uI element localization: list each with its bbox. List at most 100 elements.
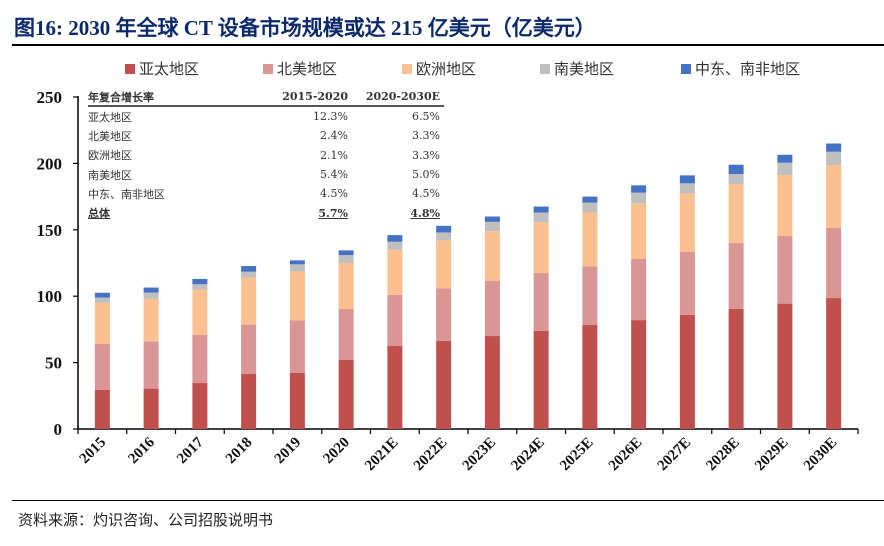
figure-title: 图16: 2030 年全球 CT 设备市场规模或达 215 亿美元（亿美元） (14, 16, 596, 40)
y-tick-label: 250 (37, 88, 63, 107)
cagr-value-2020-2030: 3.3% (412, 129, 440, 143)
legend-swatch (263, 63, 273, 74)
bar-segment (94, 297, 110, 303)
bar-segment (582, 202, 598, 213)
bar-segment (631, 192, 647, 204)
legend-label: 亚太地区 (139, 60, 200, 78)
bar-segment (582, 266, 598, 326)
bar-segment (338, 263, 354, 309)
bar-segment (533, 272, 549, 331)
bar-segment (289, 260, 305, 265)
bar-segment (826, 298, 842, 429)
bar-segment (143, 292, 159, 299)
cagr-row: 南美地区 5.4% 5.0% (88, 165, 444, 184)
bar-segment (387, 346, 403, 429)
y-tick-label: 50 (45, 354, 62, 373)
x-tick-label: 2029E (752, 435, 792, 475)
cagr-region: 欧洲地区 (88, 149, 132, 163)
bar-segment (338, 255, 354, 263)
bar-segment (192, 278, 208, 285)
legend-item: 亚太地区 (125, 58, 199, 79)
bar-segment (387, 241, 403, 250)
x-tick-label: 2018 (223, 435, 256, 468)
bar-segment (777, 236, 793, 304)
bar-segment (387, 249, 403, 295)
cagr-header-2015-2020: 2015-2020 (282, 90, 348, 103)
legend-label: 中东、南非地区 (695, 60, 801, 78)
x-tick-label: 2017 (174, 434, 207, 467)
bar-segment (728, 164, 744, 175)
x-tick-label: 2030E (801, 435, 841, 475)
bar-segment (582, 325, 598, 429)
bar-segment (533, 222, 549, 273)
bar-segment (192, 289, 208, 335)
bar-segment (777, 162, 793, 175)
cagr-region: 中东、南非地区 (88, 187, 165, 201)
bar-segment (94, 292, 110, 298)
bar-segment (289, 271, 305, 321)
bar-segment (338, 359, 354, 429)
x-tick-label: 2028E (703, 435, 743, 475)
y-tick-label: 150 (37, 221, 63, 240)
bar-segment (436, 225, 452, 233)
bar-segment (777, 154, 793, 163)
cagr-value-2015-2020: 12.3% (313, 110, 348, 124)
legend-label: 南美地区 (554, 60, 615, 78)
cagr-value-2015-2020: 2.4% (320, 129, 348, 143)
legend-item: 欧洲地区 (402, 58, 476, 79)
bar-segment (436, 240, 452, 289)
bar-segment (192, 284, 208, 290)
source-note: 资料来源：灼识咨询、公司招股说明书 (18, 511, 274, 529)
x-tick-label: 2023E (460, 435, 500, 475)
cagr-value-2015-2020: 2.1% (320, 148, 348, 162)
x-tick-label: 2020 (320, 435, 353, 468)
title-divider (12, 44, 884, 46)
bar-segment (826, 143, 842, 152)
cagr-header-label: 年复合增长率 (88, 90, 154, 104)
bar-segment (241, 271, 257, 278)
bar-segment (192, 334, 208, 384)
cagr-value-2015-2020: 4.5% (320, 187, 348, 201)
y-tick-label: 200 (37, 154, 63, 173)
bar-segment (679, 175, 695, 184)
bar-segment (94, 302, 110, 345)
x-tick-label: 2027E (655, 435, 695, 475)
x-tick-label: 2026E (606, 435, 646, 475)
cagr-total-row: 总体 5.7% 4.8% (88, 203, 444, 222)
x-tick-label: 2021E (362, 435, 402, 475)
bar-segment (582, 212, 598, 267)
bar-segment (387, 235, 403, 242)
bar-segment (436, 288, 452, 341)
x-tick-label: 2016 (125, 434, 158, 467)
cagr-value-2020-2030: 3.3% (412, 148, 440, 162)
bar-segment (533, 330, 549, 429)
cagr-table: 年复合增长率 2015-2020 2020-2030E 亚太地区 12.3% 6… (88, 88, 444, 223)
bar-segment (241, 266, 257, 272)
bar-segment (192, 383, 208, 429)
bar-segment (728, 308, 744, 429)
cagr-region: 南美地区 (88, 168, 132, 182)
bar-segment (436, 232, 452, 241)
chart-legend: 亚太地区 北美地区 欧洲地区 南美地区 中东、南非地区 (0, 58, 884, 80)
cagr-row: 中东、南非地区 4.5% 4.5% (88, 184, 444, 203)
bar-segment (484, 280, 500, 337)
legend-swatch (540, 63, 550, 74)
bar-segment (143, 341, 159, 389)
cagr-value-2015-2020: 5.4% (320, 168, 348, 182)
source-divider (12, 500, 884, 501)
legend-item: 南美地区 (540, 58, 614, 79)
bar-segment (241, 324, 257, 375)
bar-segment (631, 320, 647, 429)
bar-segment (777, 303, 793, 429)
cagr-row: 北美地区 2.4% 3.3% (88, 126, 444, 145)
legend-swatch (681, 63, 691, 74)
bar-segment (94, 389, 110, 429)
bar-segment (679, 251, 695, 315)
bar-segment (582, 196, 598, 203)
x-tick-label: 2015 (77, 435, 110, 468)
legend-label: 北美地区 (277, 60, 338, 78)
cagr-header-row: 年复合增长率 2015-2020 2020-2030E (88, 88, 444, 107)
bar-segment (484, 216, 500, 222)
bar-segment (143, 298, 159, 342)
bar-segment (533, 206, 549, 213)
